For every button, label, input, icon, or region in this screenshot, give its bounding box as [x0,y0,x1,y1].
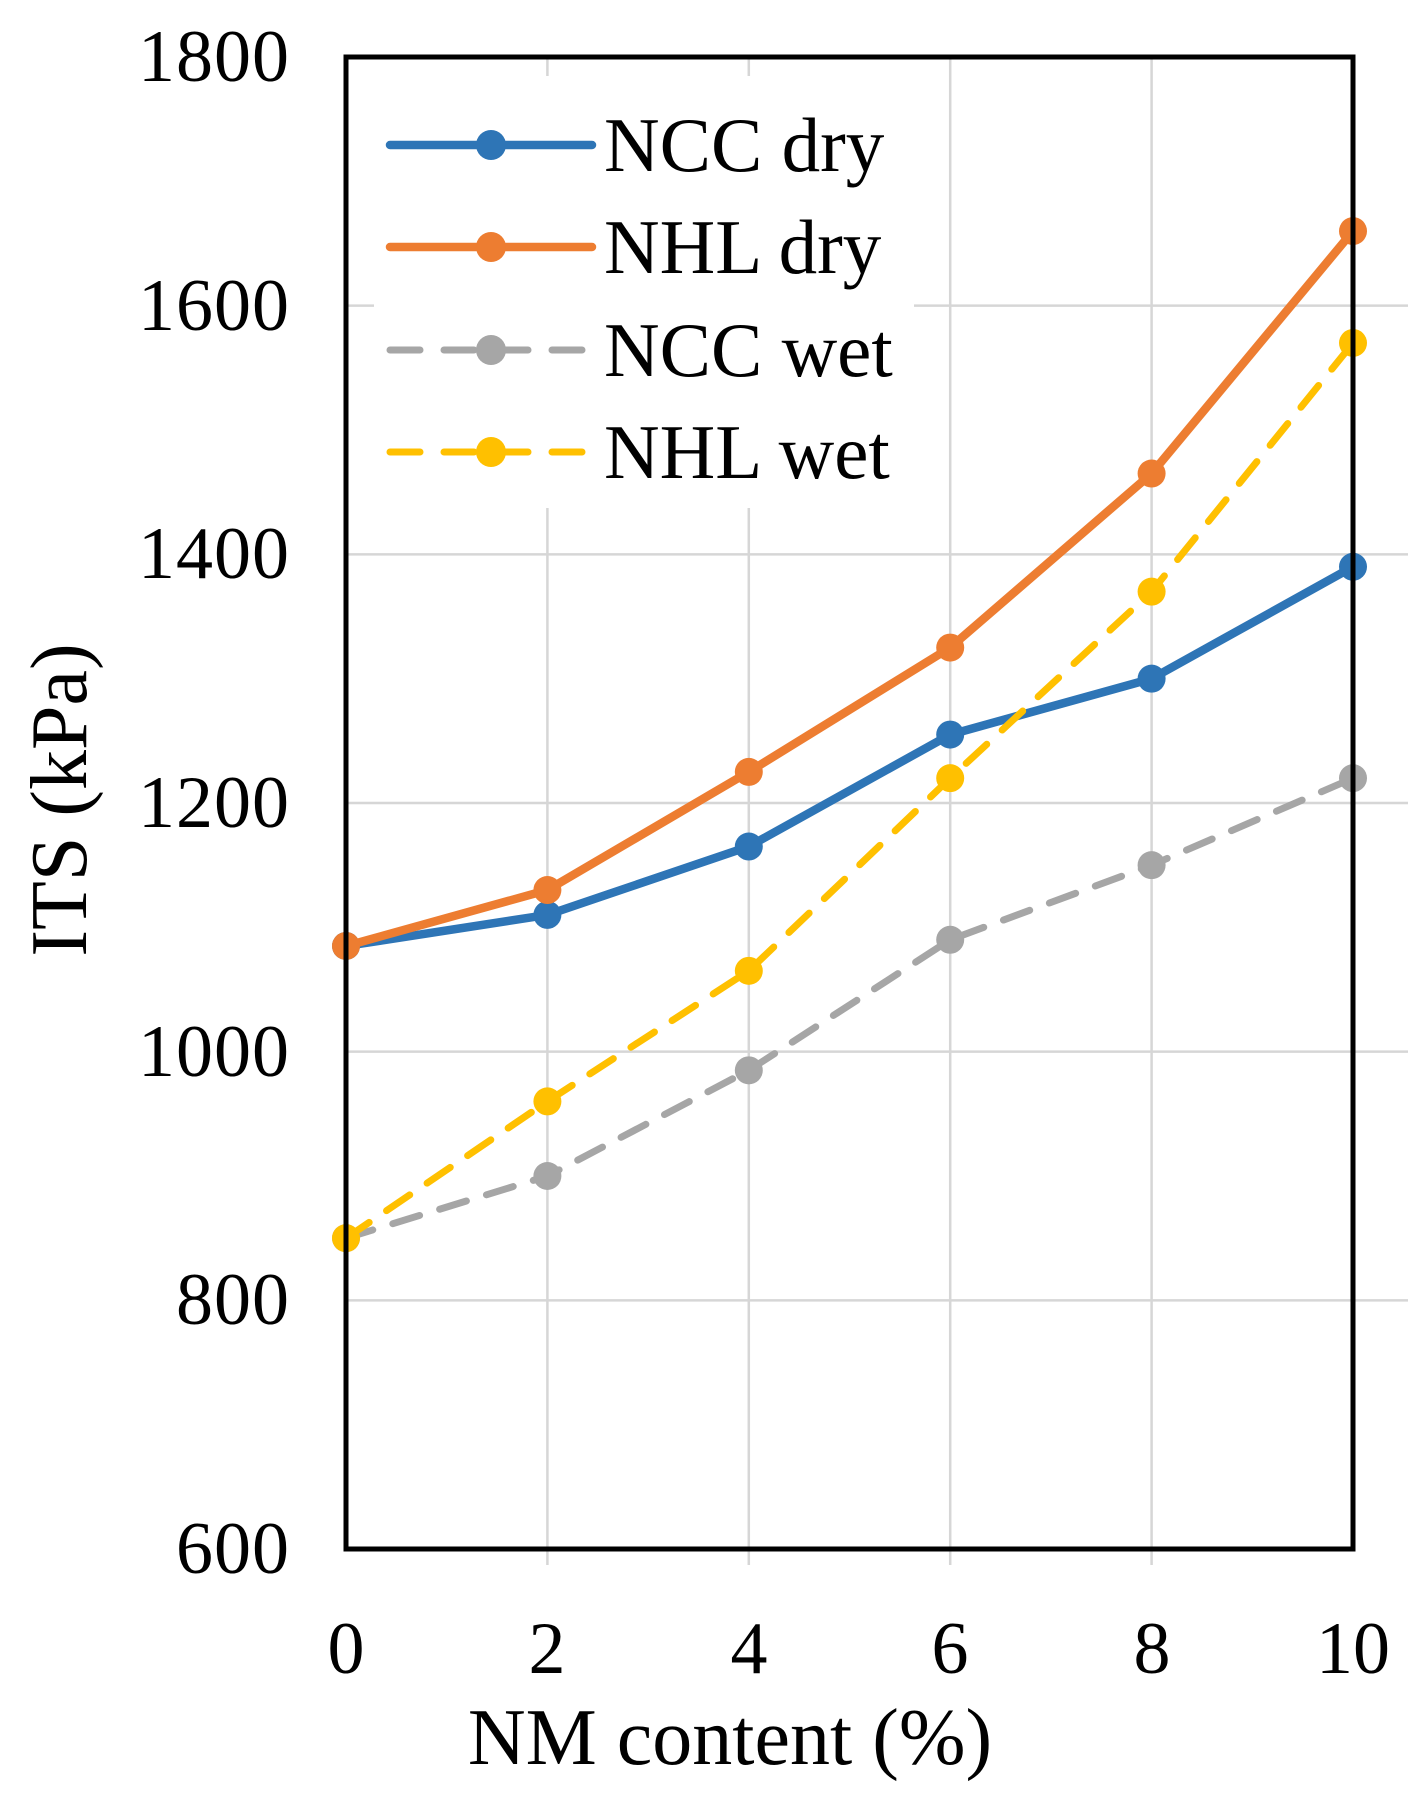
x-tick-label: 10 [1316,1608,1390,1690]
y-tick-label: 1600 [138,265,290,347]
legend-label-nhl-dry: NHL dry [604,204,882,290]
x-tick-label: 8 [1133,1608,1171,1690]
x-tick-label: 2 [528,1608,566,1690]
y-tick-label: 1800 [138,16,290,98]
y-tick-label: 800 [176,1259,290,1341]
legend-label-ncc-dry: NCC dry [604,102,885,188]
y-tick-label: 1200 [138,762,290,844]
x-tick-label: 4 [730,1608,768,1690]
y-tick-label: 600 [176,1508,290,1590]
legend-label-ncc-wet: NCC wet [604,307,893,393]
x-tick-label: 6 [931,1608,969,1690]
x-axis-title: NM content (%) [467,1694,993,1782]
y-tick-label: 1000 [138,1011,290,1093]
y-axis-title: ITS (kPa) [16,643,104,957]
legend-label-nhl-wet: NHL wet [604,409,890,495]
x-tick-label: 0 [327,1608,365,1690]
y-tick-label: 1400 [138,513,290,595]
